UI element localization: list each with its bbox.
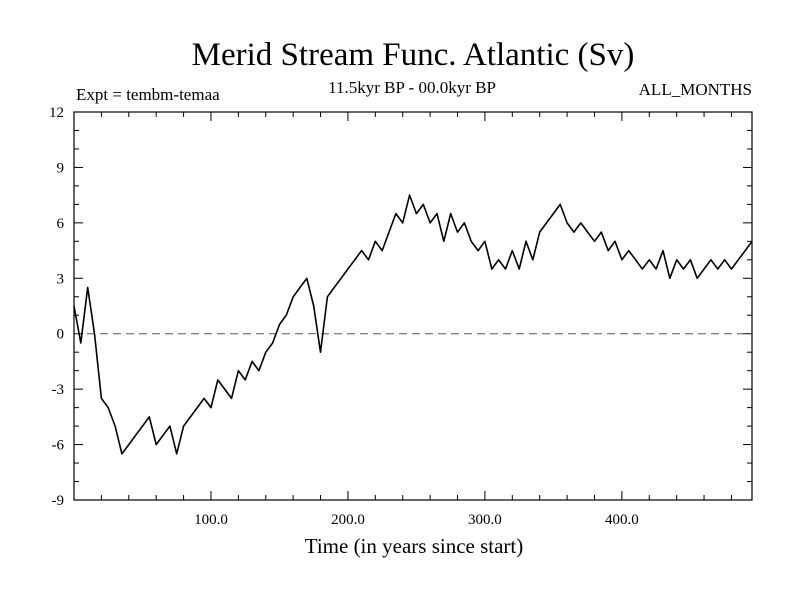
y-tick-label: -9 (52, 493, 65, 509)
series-line (73, 194, 753, 455)
y-tick-label: 0 (57, 327, 65, 343)
plot-frame (73, 111, 753, 501)
time-range-label: 11.5kyr BP - 00.0kyr BP (328, 78, 496, 97)
chart-title: Merid Stream Func. Atlantic (Sv) (192, 37, 635, 73)
x-axis-label: Time (in years since start) (305, 534, 524, 558)
y-tick-label: 9 (57, 160, 65, 176)
y-tick-label: -6 (52, 438, 65, 454)
x-tick-label: 400.0 (605, 512, 639, 528)
y-tick-label: 12 (49, 105, 64, 121)
x-tick-label: 300.0 (468, 512, 502, 528)
experiment-label: Expt = tembm-temaa (76, 85, 220, 104)
axis-ticks (74, 112, 752, 500)
x-tick-label: 100.0 (194, 512, 228, 528)
x-tick-label: 200.0 (331, 512, 365, 528)
tick-labels: 100.0 200.0 300.0 400.0 -9 -6 -3 0 3 6 9 12 (49, 105, 639, 528)
y-tick-label: -3 (52, 382, 65, 398)
y-tick-label: 6 (57, 216, 65, 232)
months-label: ALL_MONTHS (639, 80, 752, 99)
y-tick-label: 3 (57, 271, 65, 287)
